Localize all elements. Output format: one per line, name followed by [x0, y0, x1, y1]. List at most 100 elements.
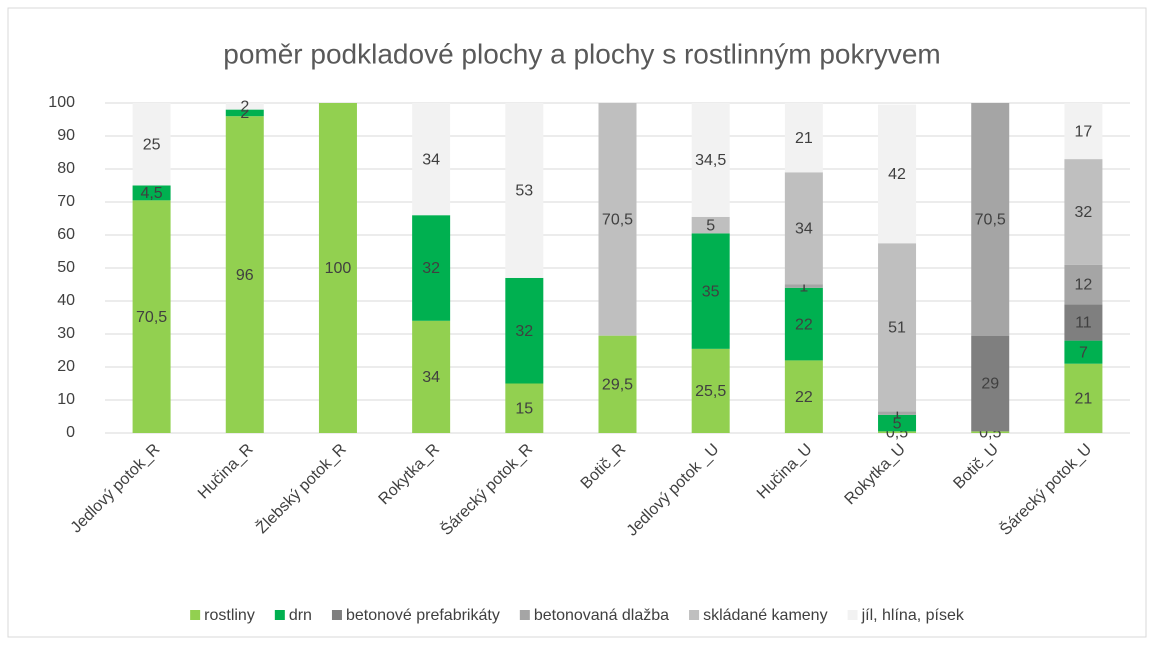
bar-segment [412, 103, 451, 216]
bar-segment [784, 284, 823, 288]
bar-segment [598, 103, 637, 336]
bar-segment [505, 277, 544, 384]
y-tick-label: 30 [57, 325, 75, 342]
data-label: 34 [422, 369, 440, 386]
bar-segment [1064, 304, 1103, 341]
bar-segment [318, 103, 357, 433]
y-tick-label: 10 [57, 391, 75, 408]
bar-segment [784, 287, 823, 361]
y-tick-label: 20 [57, 358, 75, 375]
bar-segment [971, 335, 1010, 432]
bar-segment [225, 103, 264, 110]
data-label: 29 [981, 376, 999, 393]
y-tick-label: 40 [57, 292, 75, 309]
data-label: 22 [795, 389, 813, 406]
chart-title: poměr podkladové plochy a plochy s rostl… [223, 38, 940, 69]
bar-segment [1064, 264, 1103, 305]
legend-swatch [331, 610, 342, 620]
data-label: 32 [422, 260, 440, 277]
bar-segment [878, 431, 917, 433]
data-label: 35 [702, 283, 720, 300]
data-label: 1 [799, 278, 808, 295]
data-label: 34 [795, 221, 813, 238]
legend-swatch [519, 610, 530, 620]
data-label: 12 [1075, 277, 1093, 294]
bar-segment [412, 320, 451, 433]
y-tick-label: 80 [57, 160, 75, 177]
legend-label: rostliny [204, 607, 255, 624]
legend-swatch [847, 610, 858, 620]
bar-segment [1064, 340, 1103, 364]
data-label: 5 [893, 415, 902, 432]
legend-label: jíl, hlína, písek [861, 607, 965, 624]
data-label: 7 [1079, 344, 1088, 361]
data-label: 5 [706, 217, 715, 234]
data-label: 32 [515, 323, 533, 340]
data-label: 70,5 [136, 309, 167, 326]
data-label: 42 [888, 166, 906, 183]
bar-segment [505, 383, 544, 433]
bar-segment [691, 348, 730, 433]
data-label: 100 [325, 260, 352, 277]
bar-segment [1064, 103, 1103, 160]
data-label: 2 [240, 99, 249, 116]
bar-segment [132, 200, 171, 433]
legend-label: betonovaná dlažba [534, 607, 669, 624]
bar-segment [691, 233, 730, 349]
bar-segment [412, 215, 451, 321]
data-label: 25 [143, 136, 161, 153]
data-label: 11 [1075, 315, 1092, 332]
bar-segment [1064, 159, 1103, 265]
y-tick-label: 70 [57, 193, 75, 210]
y-tick-label: 50 [57, 259, 75, 276]
data-label: 17 [1075, 123, 1093, 140]
y-tick-label: 90 [57, 127, 75, 144]
y-tick-label: 60 [57, 226, 75, 243]
bar-segment [878, 104, 917, 244]
bar-segment [225, 116, 264, 433]
data-label: 4,5 [140, 185, 162, 202]
data-label: 22 [795, 316, 813, 333]
data-label: 34,5 [695, 152, 726, 169]
data-label: 70,5 [975, 212, 1006, 229]
y-tick-label: 100 [48, 94, 75, 111]
bar-segment [878, 411, 917, 415]
legend-label: betonové prefabrikáty [346, 607, 500, 624]
data-label: 15 [515, 400, 533, 417]
bar-segment [132, 185, 171, 201]
bar-segment [878, 414, 917, 432]
bar-segment [598, 335, 637, 433]
data-label: 21 [795, 130, 813, 147]
bar-segment [971, 431, 1010, 433]
bar-segment [505, 103, 544, 278]
bar-segment [691, 103, 730, 217]
data-label: 51 [888, 320, 906, 337]
data-label: 34 [422, 151, 440, 168]
legend-swatch [190, 610, 201, 620]
data-label: 29,5 [602, 377, 633, 394]
bar-segment [784, 103, 823, 173]
data-label: 53 [515, 183, 533, 200]
data-label: 21 [1075, 391, 1093, 408]
data-label: 1 [893, 405, 902, 422]
y-tick-label: 0 [66, 424, 75, 441]
chart-border [7, 7, 1147, 638]
data-label: 25,5 [695, 383, 726, 400]
data-label: 32 [1075, 204, 1093, 221]
bar-segment [691, 216, 730, 234]
bar-segment [1064, 363, 1103, 433]
bar-segment [784, 172, 823, 285]
bar-segment [225, 109, 264, 117]
legend-swatch [274, 610, 285, 620]
bar-segment [784, 360, 823, 433]
legend-swatch [689, 610, 700, 620]
bar-segment [878, 243, 917, 412]
legend-label: drn [289, 607, 312, 624]
data-label: 70,5 [602, 212, 633, 229]
data-label: 96 [236, 267, 254, 284]
bar-segment [132, 103, 171, 186]
data-label: 2 [240, 105, 249, 122]
bar-segment [971, 103, 1010, 336]
legend-label: skládané kameny [703, 607, 828, 624]
